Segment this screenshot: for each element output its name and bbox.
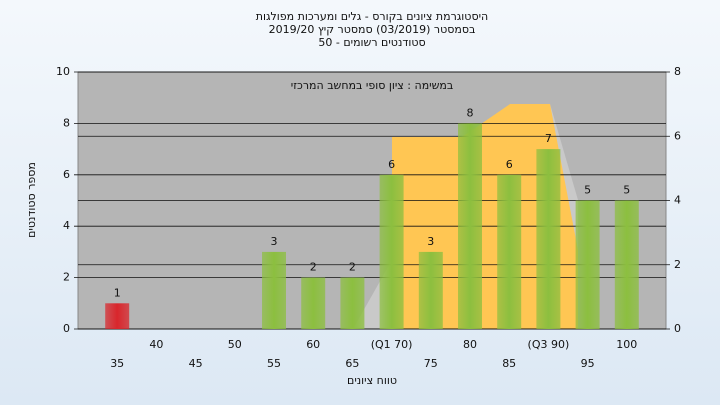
x-tick-label: 75 (424, 357, 438, 370)
x-tick-label: (Q1 70) (371, 338, 413, 351)
y-tick-label: 6 (63, 168, 70, 181)
y-tick-label: 8 (63, 116, 70, 129)
bar (458, 123, 482, 330)
data-label: 6 (506, 158, 513, 171)
x-tick-label: 80 (463, 338, 477, 351)
x-axis-label: טווח ציונים (347, 374, 397, 387)
bar (262, 251, 286, 329)
data-label: 2 (349, 261, 356, 274)
y-tick-label: 10 (56, 65, 70, 78)
x-tick-label: 95 (581, 357, 595, 370)
y2-tick-label: 2 (674, 258, 681, 271)
x-tick-label: 85 (502, 357, 516, 370)
data-label: 8 (467, 106, 474, 119)
data-label: 3 (271, 235, 278, 248)
y-tick-label: 2 (63, 271, 70, 284)
bar (301, 277, 326, 329)
y-tick-label: 0 (63, 322, 70, 335)
chart-title: היסטוגרמת ציונים בקורס - גלים ומערכות מפ… (256, 10, 488, 23)
bar (418, 251, 443, 329)
chart-title: בסמסטר (03/2019) סמסטר קיץ 2019/20 (269, 23, 476, 36)
chart-title: סטודנטים רשומים - 50 (318, 36, 425, 49)
y2-tick-label: 6 (674, 129, 681, 142)
annotation: במשימה : ציון סופי במחשב המרכזי (291, 79, 454, 92)
x-tick-label: 50 (228, 338, 242, 351)
x-tick-label: 100 (616, 338, 637, 351)
x-tick-label: 55 (267, 357, 281, 370)
y-tick-label: 4 (63, 219, 70, 232)
bar (575, 200, 600, 329)
y2-tick-label: 4 (674, 194, 681, 207)
data-label: 5 (584, 184, 591, 197)
y2-tick-label: 8 (674, 65, 681, 78)
bar (379, 174, 404, 329)
bar (536, 149, 561, 329)
bar (497, 174, 522, 329)
bar (340, 277, 365, 329)
x-tick-label: 40 (149, 338, 163, 351)
data-label: 6 (388, 158, 395, 171)
y-axis-label: מספר סטודנטים (25, 162, 38, 238)
x-tick-label: 35 (110, 357, 124, 370)
data-label: 1 (114, 286, 121, 299)
x-tick-label: (Q3 90) (528, 338, 570, 351)
data-label: 5 (623, 184, 630, 197)
data-label: 7 (545, 132, 552, 145)
bar (614, 200, 639, 329)
x-tick-label: 60 (306, 338, 320, 351)
y2-tick-label: 0 (674, 322, 681, 335)
data-label: 2 (310, 261, 317, 274)
data-label: 3 (427, 235, 434, 248)
x-tick-label: 45 (189, 357, 203, 370)
bar (105, 303, 130, 329)
x-tick-label: 65 (345, 357, 359, 370)
